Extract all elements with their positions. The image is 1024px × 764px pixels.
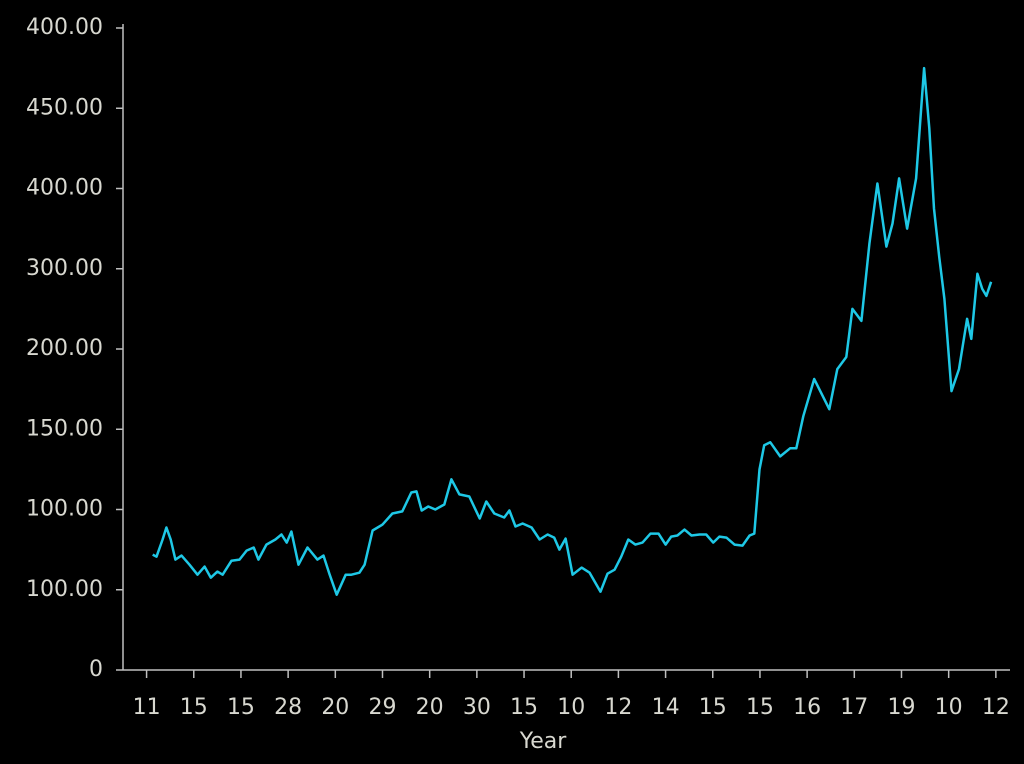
y-tick-label: 100.00 <box>26 497 103 522</box>
y-tick-label: 200.00 <box>26 336 103 361</box>
x-tick-label: 15 <box>227 695 255 720</box>
x-tick-label: 15 <box>746 695 774 720</box>
line-series <box>152 66 993 596</box>
x-tick-label: 12 <box>982 695 1010 720</box>
x-tick-label: 19 <box>887 695 915 720</box>
x-tick-label: 15 <box>699 695 727 720</box>
x-tick-label: 10 <box>557 695 585 720</box>
y-tick-label: 0 <box>89 657 103 682</box>
x-tick-label: 10 <box>935 695 963 720</box>
x-tick-label: 14 <box>652 695 680 720</box>
x-tick-label: 11 <box>133 695 161 720</box>
x-tick-label: 15 <box>180 695 208 720</box>
y-tick-label: 400.00 <box>26 15 103 40</box>
y-tick-label: 150.00 <box>26 416 103 441</box>
y-tick-label: 300.00 <box>26 256 103 281</box>
x-tick-label: 15 <box>510 695 538 720</box>
x-tick-label: 20 <box>416 695 444 720</box>
x-tick-label: 30 <box>463 695 491 720</box>
x-tick-label: 29 <box>368 695 396 720</box>
y-tick-label: 450.00 <box>26 95 103 120</box>
x-tick-label: 16 <box>793 695 821 720</box>
x-tick-label: 12 <box>604 695 632 720</box>
y-tick-label: 400.00 <box>26 176 103 201</box>
y-tick-label: 100.00 <box>26 577 103 602</box>
x-tick-label: 28 <box>274 695 302 720</box>
x-axis-label: Year <box>519 729 568 754</box>
x-tick-label: 17 <box>840 695 868 720</box>
x-tick-label: 20 <box>321 695 349 720</box>
